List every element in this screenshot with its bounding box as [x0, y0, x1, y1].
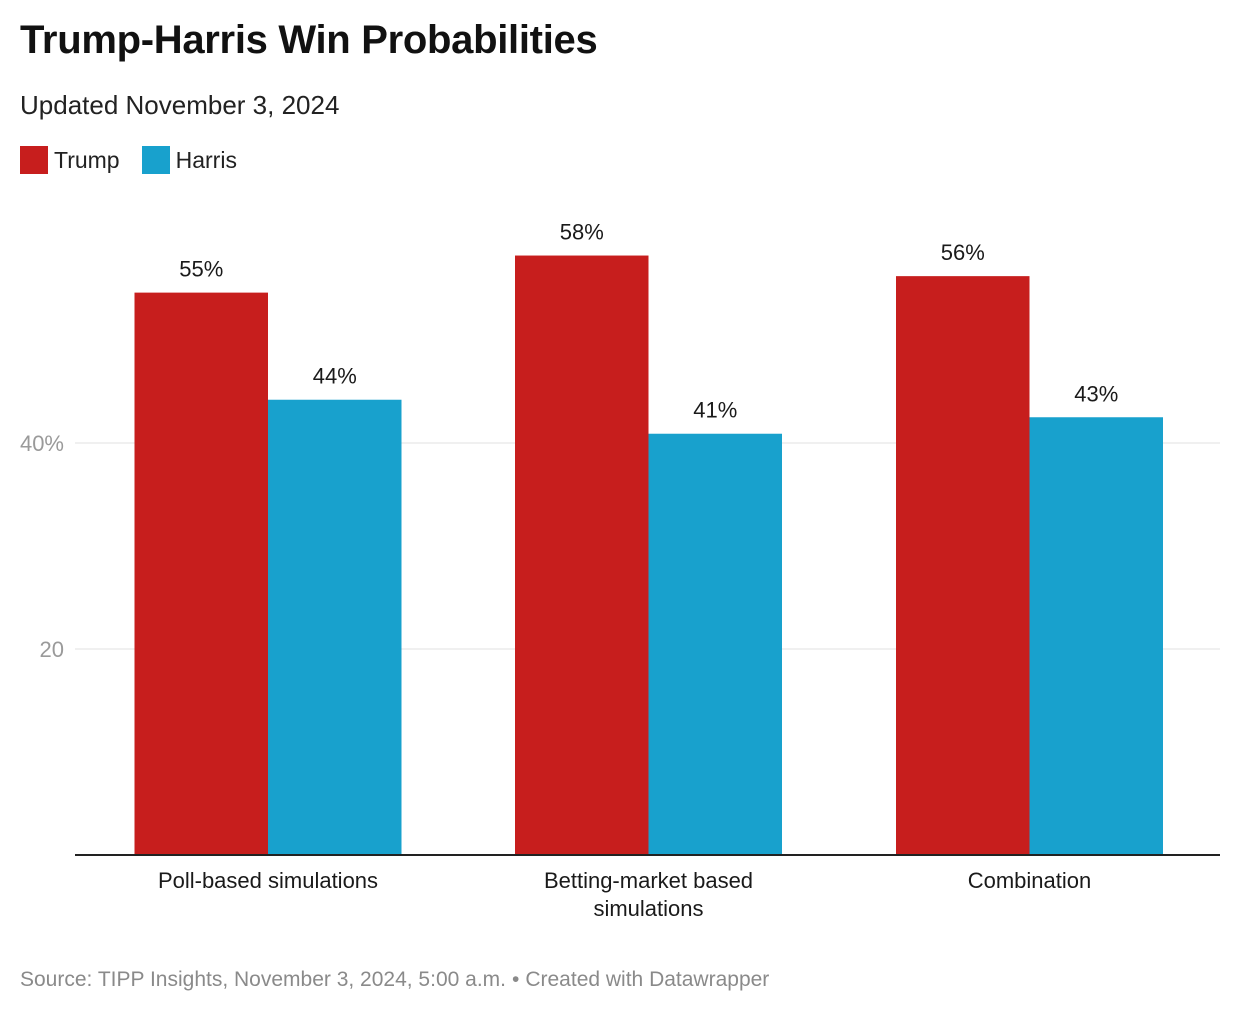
data-label-harris-2: 43% [1074, 381, 1118, 406]
footer-separator: • [511, 968, 520, 991]
bar-trump-2 [896, 276, 1030, 855]
y-tick-label-20: 20 [40, 637, 64, 662]
bar-trump-0 [134, 292, 268, 855]
x-tick-label-0-0: Poll-based simulations [158, 868, 378, 893]
legend-label-trump: Trump [54, 146, 120, 173]
y-tick-label-40: 40% [20, 431, 64, 456]
x-tick-label-1-0: Betting-market based [544, 868, 753, 893]
data-label-trump-2: 56% [941, 240, 985, 265]
bar-chart: 20 40% 55% 58% 56% 44% 41% 43% Poll-based simula… [20, 220, 1220, 921]
data-label-harris-0: 44% [313, 364, 357, 389]
legend-item-trump: Trump [20, 146, 120, 174]
credit-note: Created with Datawrapper [525, 968, 770, 991]
legend: Trump Harris [20, 146, 259, 174]
legend-swatch-harris [141, 146, 170, 174]
bar-harris-1 [648, 433, 782, 855]
bar-harris-2 [1029, 417, 1163, 855]
data-label-trump-1: 58% [560, 220, 604, 245]
legend-item-harris: Harris [141, 146, 237, 174]
legend-label-harris: Harris [175, 146, 237, 173]
chart-footer: Source: TIPP Insights, November 3, 2024,… [20, 968, 769, 992]
data-label-harris-1: 41% [693, 398, 737, 423]
x-tick-label-2-0: Combination [968, 868, 1092, 893]
bar-trump-1 [515, 255, 649, 856]
chart-title: Trump-Harris Win Probabilities [20, 18, 598, 62]
chart-subtitle: Updated November 3, 2024 [20, 90, 340, 120]
bar-harris-0 [268, 399, 402, 855]
x-tick-label-1-1: simulations [593, 896, 703, 921]
legend-swatch-trump [20, 146, 48, 174]
data-label-trump-0: 55% [179, 257, 223, 282]
source-note: Source: TIPP Insights, November 3, 2024,… [20, 968, 506, 991]
